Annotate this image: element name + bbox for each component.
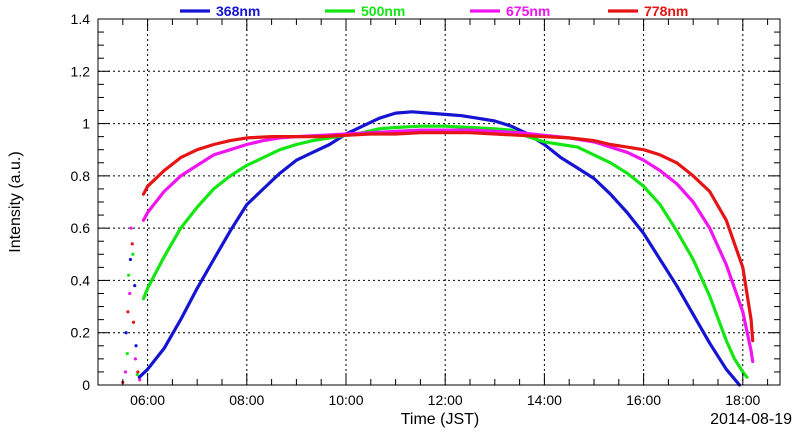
- early-scatter-point: [126, 273, 131, 277]
- legend-label-675nm: 675nm: [506, 3, 550, 19]
- grid: [98, 18, 780, 385]
- legend-label-778nm: 778nm: [644, 3, 688, 19]
- series-line-675nm: [141, 128, 755, 364]
- early-scatter-point: [124, 331, 128, 335]
- y-axis-title: Intensity (a.u.): [7, 151, 24, 252]
- early-scatter-point: [125, 352, 129, 356]
- x-axis-title: Time (JST): [401, 411, 480, 428]
- x-tick-label: 16:00: [626, 392, 661, 408]
- date-label: 2014-08-19: [710, 411, 792, 428]
- early-scatter-point: [123, 370, 128, 374]
- series-layer: [121, 110, 755, 387]
- x-tick-label: 18:00: [725, 392, 760, 408]
- early-scatter-point: [131, 320, 136, 324]
- y-tick-label: 0.2: [71, 325, 91, 341]
- series-line-500nm: [141, 124, 749, 379]
- early-scatter-point: [133, 284, 137, 288]
- early-scatter-point: [136, 370, 140, 374]
- y-tick-label: 0.4: [71, 272, 91, 288]
- y-tick-label: 0: [82, 377, 90, 393]
- y-tick-label: 1.2: [71, 63, 91, 79]
- early-scatter-point: [130, 242, 134, 246]
- x-tick-label: 06:00: [130, 392, 165, 408]
- series-line-778nm: [141, 131, 755, 343]
- x-tick-label: 12:00: [428, 392, 463, 408]
- early-scatter-point: [131, 252, 135, 256]
- early-scatter-point: [129, 226, 133, 230]
- y-tick-label: 0.8: [71, 168, 91, 184]
- early-scatter-point: [128, 257, 133, 262]
- early-scatter-point: [135, 372, 139, 377]
- y-tick-label: 1: [82, 116, 90, 132]
- x-tick-label: 08:00: [229, 392, 264, 408]
- y-tick-label: 1.4: [71, 11, 91, 27]
- early-scatter-point: [133, 357, 137, 361]
- early-scatter-point: [138, 378, 142, 382]
- legend: 368nm 500nm 675nm 778nm: [180, 3, 688, 19]
- legend-label-368nm: 368nm: [216, 3, 260, 19]
- early-scatter-point: [128, 291, 132, 296]
- x-tick-label: 10:00: [328, 392, 363, 408]
- early-scatter-point: [134, 344, 138, 348]
- early-scatter-point: [126, 310, 130, 314]
- legend-label-500nm: 500nm: [361, 3, 405, 19]
- series-line-368nm: [137, 110, 742, 387]
- y-tick-label: 0.6: [71, 220, 91, 236]
- axes: 0 0.2 0.4 0.6 0.8 1 1.2 1.4 06:00 08:00 10:00 12:00…: [71, 11, 781, 408]
- x-tick-label: 14:00: [527, 392, 562, 408]
